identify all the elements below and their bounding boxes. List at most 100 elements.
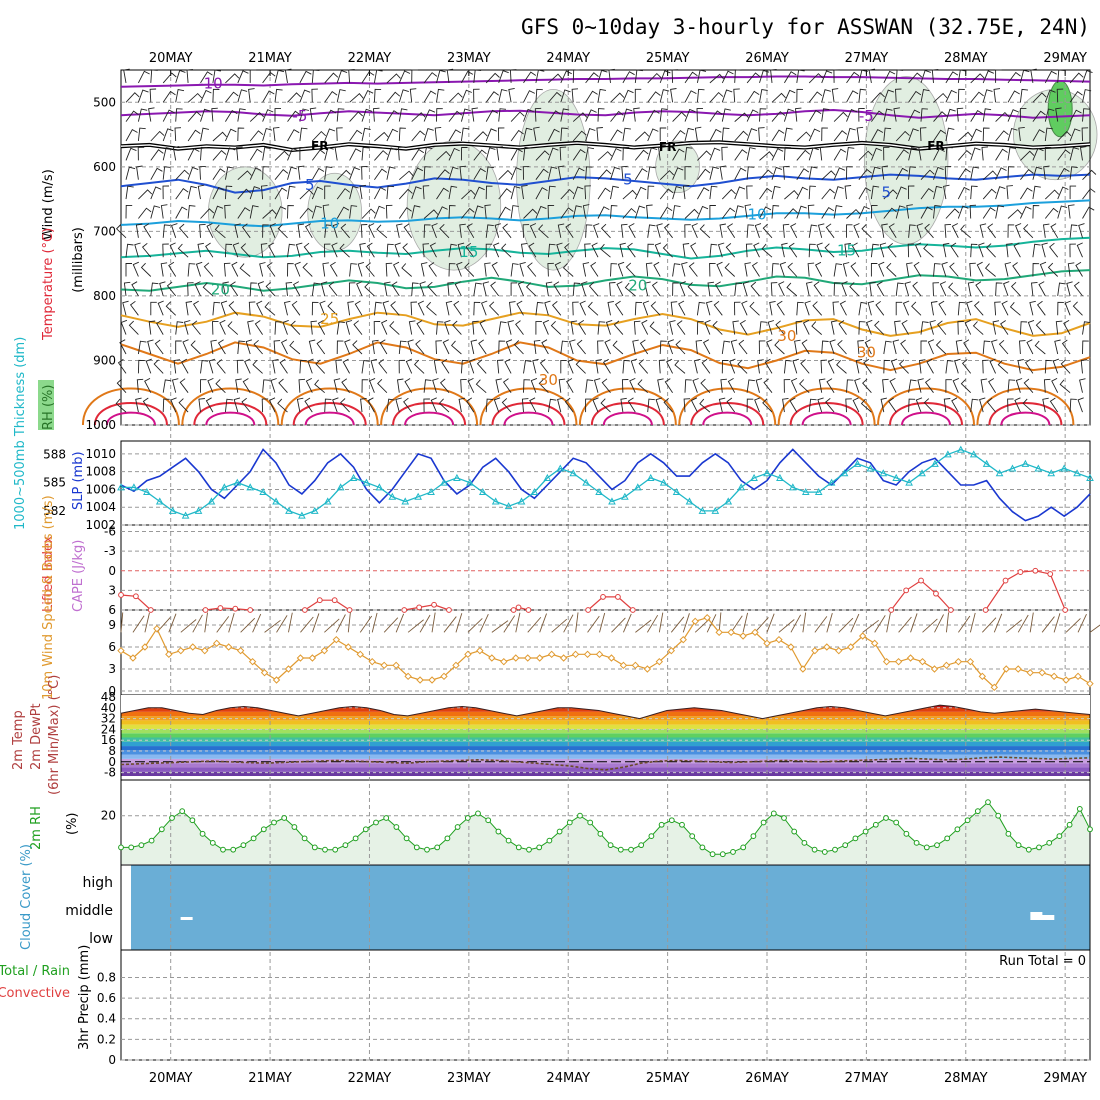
profile-wind-barb bbox=[278, 378, 288, 393]
profile-wind-barb bbox=[819, 146, 827, 161]
profile-wind-barb bbox=[212, 320, 219, 335]
rh-point bbox=[954, 826, 961, 833]
profile-wind-barb bbox=[1032, 92, 1047, 103]
profile-wind-barb bbox=[1067, 262, 1075, 277]
profile-wind-barb bbox=[726, 223, 736, 239]
thickness-point bbox=[453, 473, 461, 481]
profile-wind-barb bbox=[862, 378, 872, 394]
profile-wind-barb bbox=[1082, 169, 1097, 181]
profile-wind-barb bbox=[709, 262, 716, 277]
profile-wind-barb bbox=[473, 88, 480, 103]
profile-wind-barb bbox=[719, 223, 726, 238]
precip-tick-label: 0.4 bbox=[97, 1012, 116, 1026]
profile-wind-barb bbox=[737, 359, 748, 374]
lifted-index-line bbox=[404, 604, 450, 611]
profile-wind-barb bbox=[182, 339, 189, 355]
profile-wind-barb bbox=[374, 150, 388, 161]
profile-wind-barb bbox=[771, 263, 779, 277]
profile-wind-barb bbox=[808, 109, 822, 122]
wind-barb bbox=[778, 619, 795, 633]
wind-speed-point bbox=[990, 683, 999, 692]
profile-wind-barb bbox=[883, 108, 893, 122]
profile-wind-barb bbox=[856, 126, 864, 142]
wind-barb bbox=[790, 614, 802, 633]
profile-wind-barb bbox=[299, 189, 314, 200]
rh-point bbox=[485, 817, 492, 824]
profile-wind-barb bbox=[493, 397, 501, 413]
profile-wind-barb bbox=[817, 397, 824, 413]
wind-speed-point bbox=[428, 676, 436, 684]
profile-wind-barb bbox=[285, 281, 293, 296]
profile-wind-barb bbox=[135, 223, 143, 238]
profile-wind-barb bbox=[547, 262, 554, 277]
run-total-label: Run Total = 0 bbox=[999, 954, 1086, 969]
profile-wind-barb bbox=[942, 242, 950, 258]
profile-wind-barb bbox=[572, 301, 579, 316]
profile-wind-barb bbox=[842, 262, 850, 277]
profile-wind-barb bbox=[212, 301, 221, 316]
profile-wind-barb bbox=[860, 398, 872, 413]
date-label-top: 23MAY bbox=[447, 51, 491, 66]
profile-wind-barb bbox=[210, 339, 217, 355]
profile-wind-barb bbox=[578, 320, 586, 335]
profile-wind-barb bbox=[459, 223, 466, 238]
profile-wind-barb bbox=[1044, 359, 1052, 374]
profile-wind-barb bbox=[315, 359, 326, 374]
profile-wind-barb bbox=[995, 205, 1005, 219]
profile-wind-barb bbox=[950, 242, 959, 258]
profile-wind-barb bbox=[895, 149, 909, 161]
profile-wind-barb bbox=[1082, 321, 1091, 335]
profile-wind-barb bbox=[265, 281, 276, 297]
profile-wind-barb bbox=[1019, 321, 1028, 335]
profile-wind-barb bbox=[431, 223, 438, 238]
wind-speed-point bbox=[583, 650, 592, 659]
profile-wind-barb bbox=[696, 107, 704, 122]
profile-wind-barb bbox=[224, 185, 233, 200]
profile-wind-barb bbox=[232, 242, 240, 258]
rh-point bbox=[974, 808, 981, 815]
profile-wind-barb bbox=[377, 378, 388, 394]
profile-wind-barb bbox=[173, 359, 181, 374]
profile-wind-barb bbox=[548, 73, 563, 84]
profile-wind-barb bbox=[475, 379, 487, 394]
profile-wind-barb bbox=[716, 261, 723, 277]
rh-point bbox=[934, 842, 940, 849]
profile-wind-barb bbox=[187, 129, 201, 142]
wind-barb bbox=[407, 619, 424, 633]
profile-wind-barb bbox=[1020, 150, 1035, 161]
thickness-point bbox=[608, 497, 616, 505]
profile-wind-barb bbox=[690, 397, 698, 413]
profile-wind-barb bbox=[260, 243, 268, 258]
profile-wind-barb bbox=[187, 166, 199, 180]
profile-wind-barb bbox=[906, 204, 913, 219]
profile-wind-barb bbox=[215, 379, 226, 394]
wind-barb bbox=[874, 615, 886, 633]
rh-point bbox=[1036, 844, 1042, 851]
profile-wind-barb bbox=[982, 188, 997, 200]
profile-wind-barb bbox=[560, 359, 567, 374]
profile-wind-barb bbox=[530, 377, 538, 393]
profile-wind-barb bbox=[1042, 223, 1050, 238]
rh-point bbox=[281, 815, 288, 821]
profile-wind-barb bbox=[982, 170, 998, 181]
profile-wind-barb bbox=[373, 321, 381, 335]
thickness-point bbox=[672, 488, 681, 496]
thickness-point bbox=[517, 497, 526, 505]
profile-wind-barb bbox=[682, 185, 690, 200]
slp-line bbox=[120, 448, 1091, 522]
contour-label: 5 bbox=[623, 171, 633, 189]
temp-contour--5 bbox=[120, 108, 1091, 119]
lifted-index-point bbox=[431, 601, 437, 608]
profile-wind-barb bbox=[485, 91, 499, 103]
wind-barb bbox=[443, 616, 457, 633]
profile-wind-barb bbox=[320, 281, 328, 297]
thickness-point bbox=[827, 478, 836, 486]
rh-point bbox=[454, 824, 461, 830]
profile-wind-barb bbox=[542, 319, 549, 335]
profile-wind-barb bbox=[502, 223, 512, 239]
profile-wind-barb bbox=[307, 358, 314, 374]
profile-wind-barb bbox=[1077, 397, 1084, 413]
profile-wind-barb bbox=[299, 207, 313, 219]
thickness-point bbox=[956, 445, 965, 453]
profile-wind-barb bbox=[699, 224, 711, 239]
